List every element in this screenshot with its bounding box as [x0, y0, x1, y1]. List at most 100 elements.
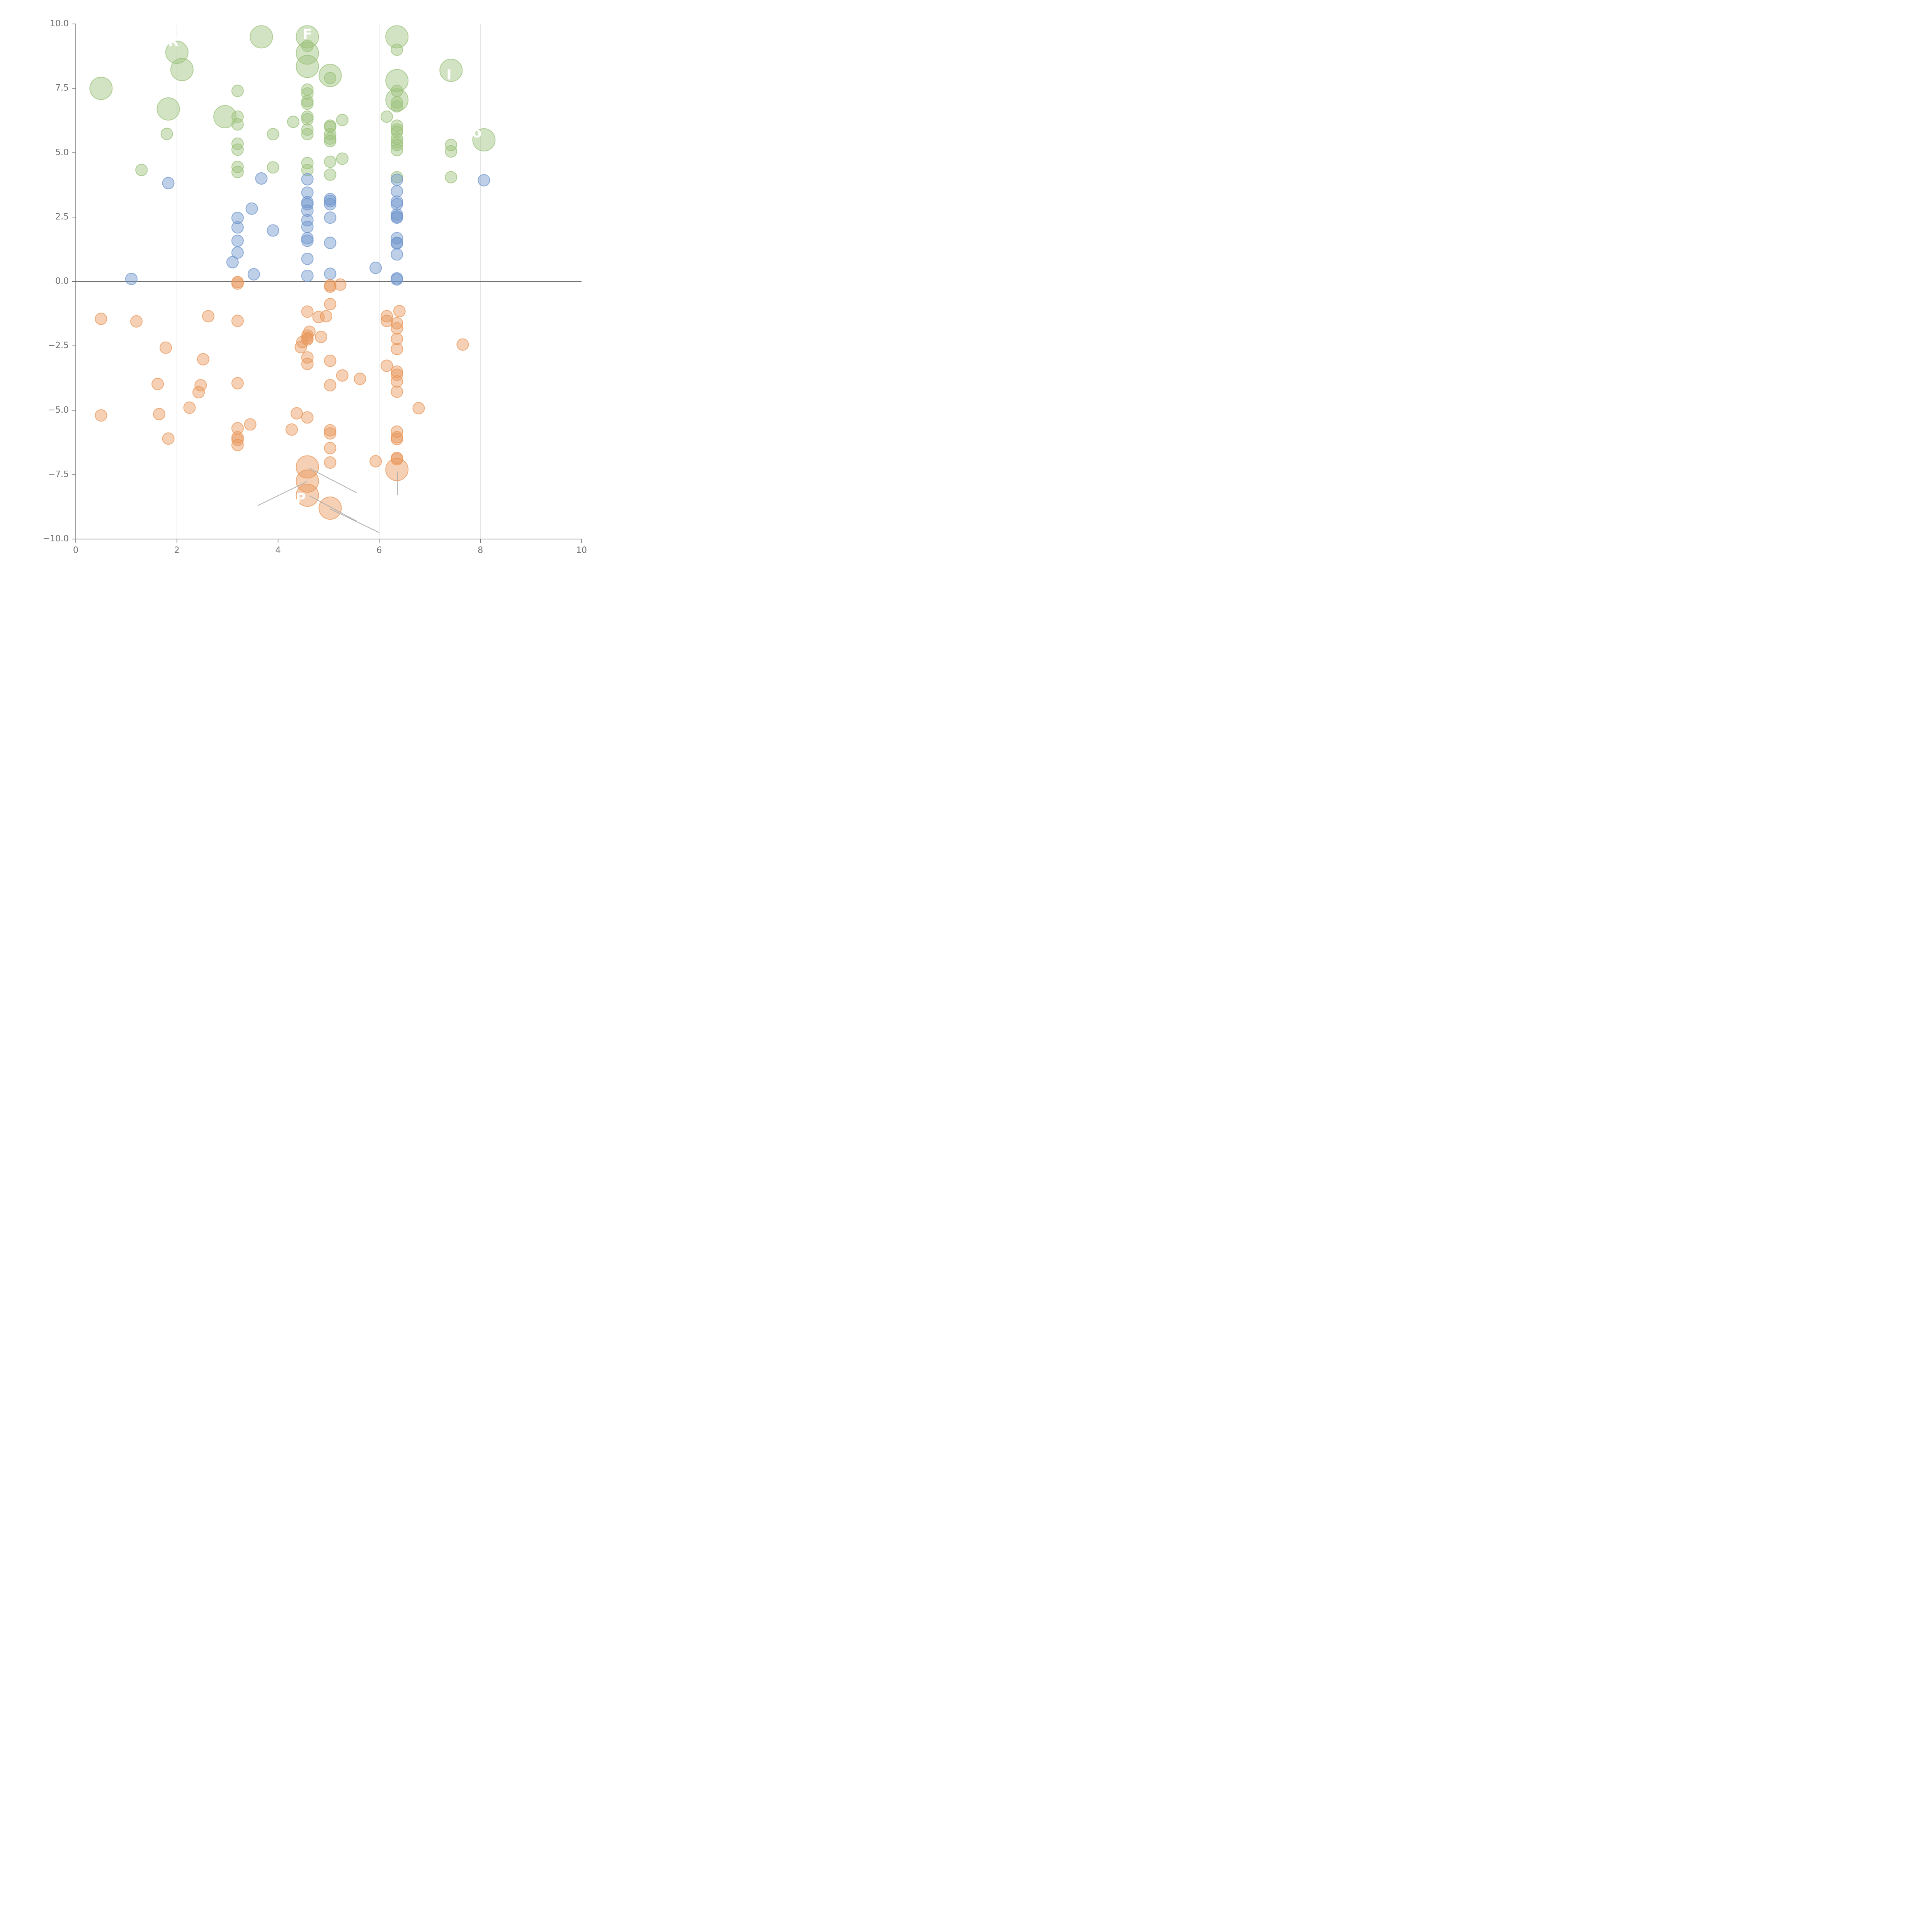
data-point	[125, 272, 138, 285]
data-point	[301, 411, 314, 424]
data-point	[231, 118, 244, 131]
data-point	[95, 313, 107, 325]
data-point	[324, 236, 337, 249]
data-point	[301, 351, 314, 364]
data-point	[381, 315, 393, 327]
point-labels: R F Io P	[168, 27, 482, 507]
data-point	[391, 43, 403, 56]
y-tick-label: 2.5	[55, 212, 69, 222]
data-point	[324, 442, 337, 454]
data-point	[156, 97, 180, 121]
data-point	[324, 135, 337, 148]
leader-line	[309, 495, 357, 522]
data-point	[231, 211, 244, 224]
data-point	[247, 268, 260, 281]
data-point	[318, 497, 342, 520]
data-point	[231, 246, 244, 259]
data-point	[267, 161, 279, 174]
data-point	[318, 64, 342, 87]
data-point	[391, 273, 403, 286]
data-point	[336, 369, 349, 382]
y-tick-label: −7.5	[48, 469, 69, 479]
data-point	[391, 126, 403, 138]
data-point	[194, 379, 207, 392]
data-point	[324, 168, 337, 181]
data-point	[324, 427, 337, 440]
data-point	[151, 378, 164, 390]
data-point	[296, 469, 319, 493]
data-point	[231, 85, 244, 97]
data-point	[301, 163, 314, 176]
data-point	[354, 372, 366, 385]
data-point	[439, 58, 463, 82]
data-point	[391, 385, 403, 398]
data-point	[391, 144, 403, 156]
data-point	[478, 174, 490, 187]
data-point	[393, 305, 406, 318]
data-point	[391, 333, 403, 345]
data-point	[324, 198, 337, 211]
data-point	[301, 305, 314, 318]
data-point	[472, 128, 496, 151]
data-point	[456, 338, 469, 351]
leader-line	[330, 509, 379, 533]
data-point	[324, 132, 337, 145]
data-point	[391, 317, 403, 330]
data-point	[391, 365, 403, 378]
data-point	[303, 325, 316, 338]
data-point	[301, 329, 314, 342]
leader-line	[257, 481, 307, 506]
data-point	[296, 25, 319, 49]
leader-line	[309, 468, 357, 493]
data-point	[95, 409, 107, 422]
data-point	[391, 232, 403, 245]
data-point	[231, 277, 244, 290]
data-point	[445, 145, 457, 158]
data-point	[301, 204, 314, 217]
data-point	[89, 77, 113, 100]
point-label: P	[296, 491, 306, 507]
data-point	[391, 139, 403, 151]
data-point	[391, 322, 403, 335]
leader-lines	[257, 468, 398, 533]
data-point	[324, 267, 337, 280]
data-point	[301, 252, 314, 265]
data-point	[170, 58, 194, 81]
data-point	[250, 25, 273, 49]
y-tick-label: −2.5	[48, 341, 69, 350]
x-tick-label: 8	[478, 546, 483, 555]
data-point	[231, 143, 244, 156]
scatter-chart: R F Io P 10.0 7.5 5.0 2.5 0.0 −2.5 −5.0 −7.5 −10.0 0…	[43, 19, 587, 555]
data-point	[391, 173, 403, 186]
data-point	[369, 455, 382, 468]
data-point	[301, 156, 314, 169]
y-tick-label: 0.0	[55, 277, 69, 286]
data-point	[301, 214, 314, 226]
data-point	[231, 315, 244, 327]
data-point	[385, 69, 409, 92]
data-point	[267, 128, 279, 141]
data-point	[244, 418, 257, 431]
data-point	[324, 155, 337, 168]
data-point	[160, 341, 172, 354]
data-point	[320, 310, 332, 323]
data-point	[255, 172, 268, 185]
data-point	[445, 139, 457, 151]
data-point	[334, 278, 347, 291]
data-point	[301, 232, 314, 245]
data-point	[324, 379, 337, 392]
point-label: F	[303, 27, 312, 43]
y-tick-label: 7.5	[55, 83, 69, 93]
data-point	[165, 41, 189, 64]
y-tick-label: 5.0	[55, 148, 69, 157]
x-tick-label: 6	[376, 546, 382, 555]
data-point	[381, 359, 393, 372]
data-point	[324, 71, 337, 84]
data-point	[391, 375, 403, 388]
data-point	[291, 407, 303, 420]
y-tick-label: −10.0	[43, 534, 69, 544]
data-point	[162, 177, 175, 189]
data-point	[267, 224, 279, 237]
data-point	[391, 453, 403, 466]
